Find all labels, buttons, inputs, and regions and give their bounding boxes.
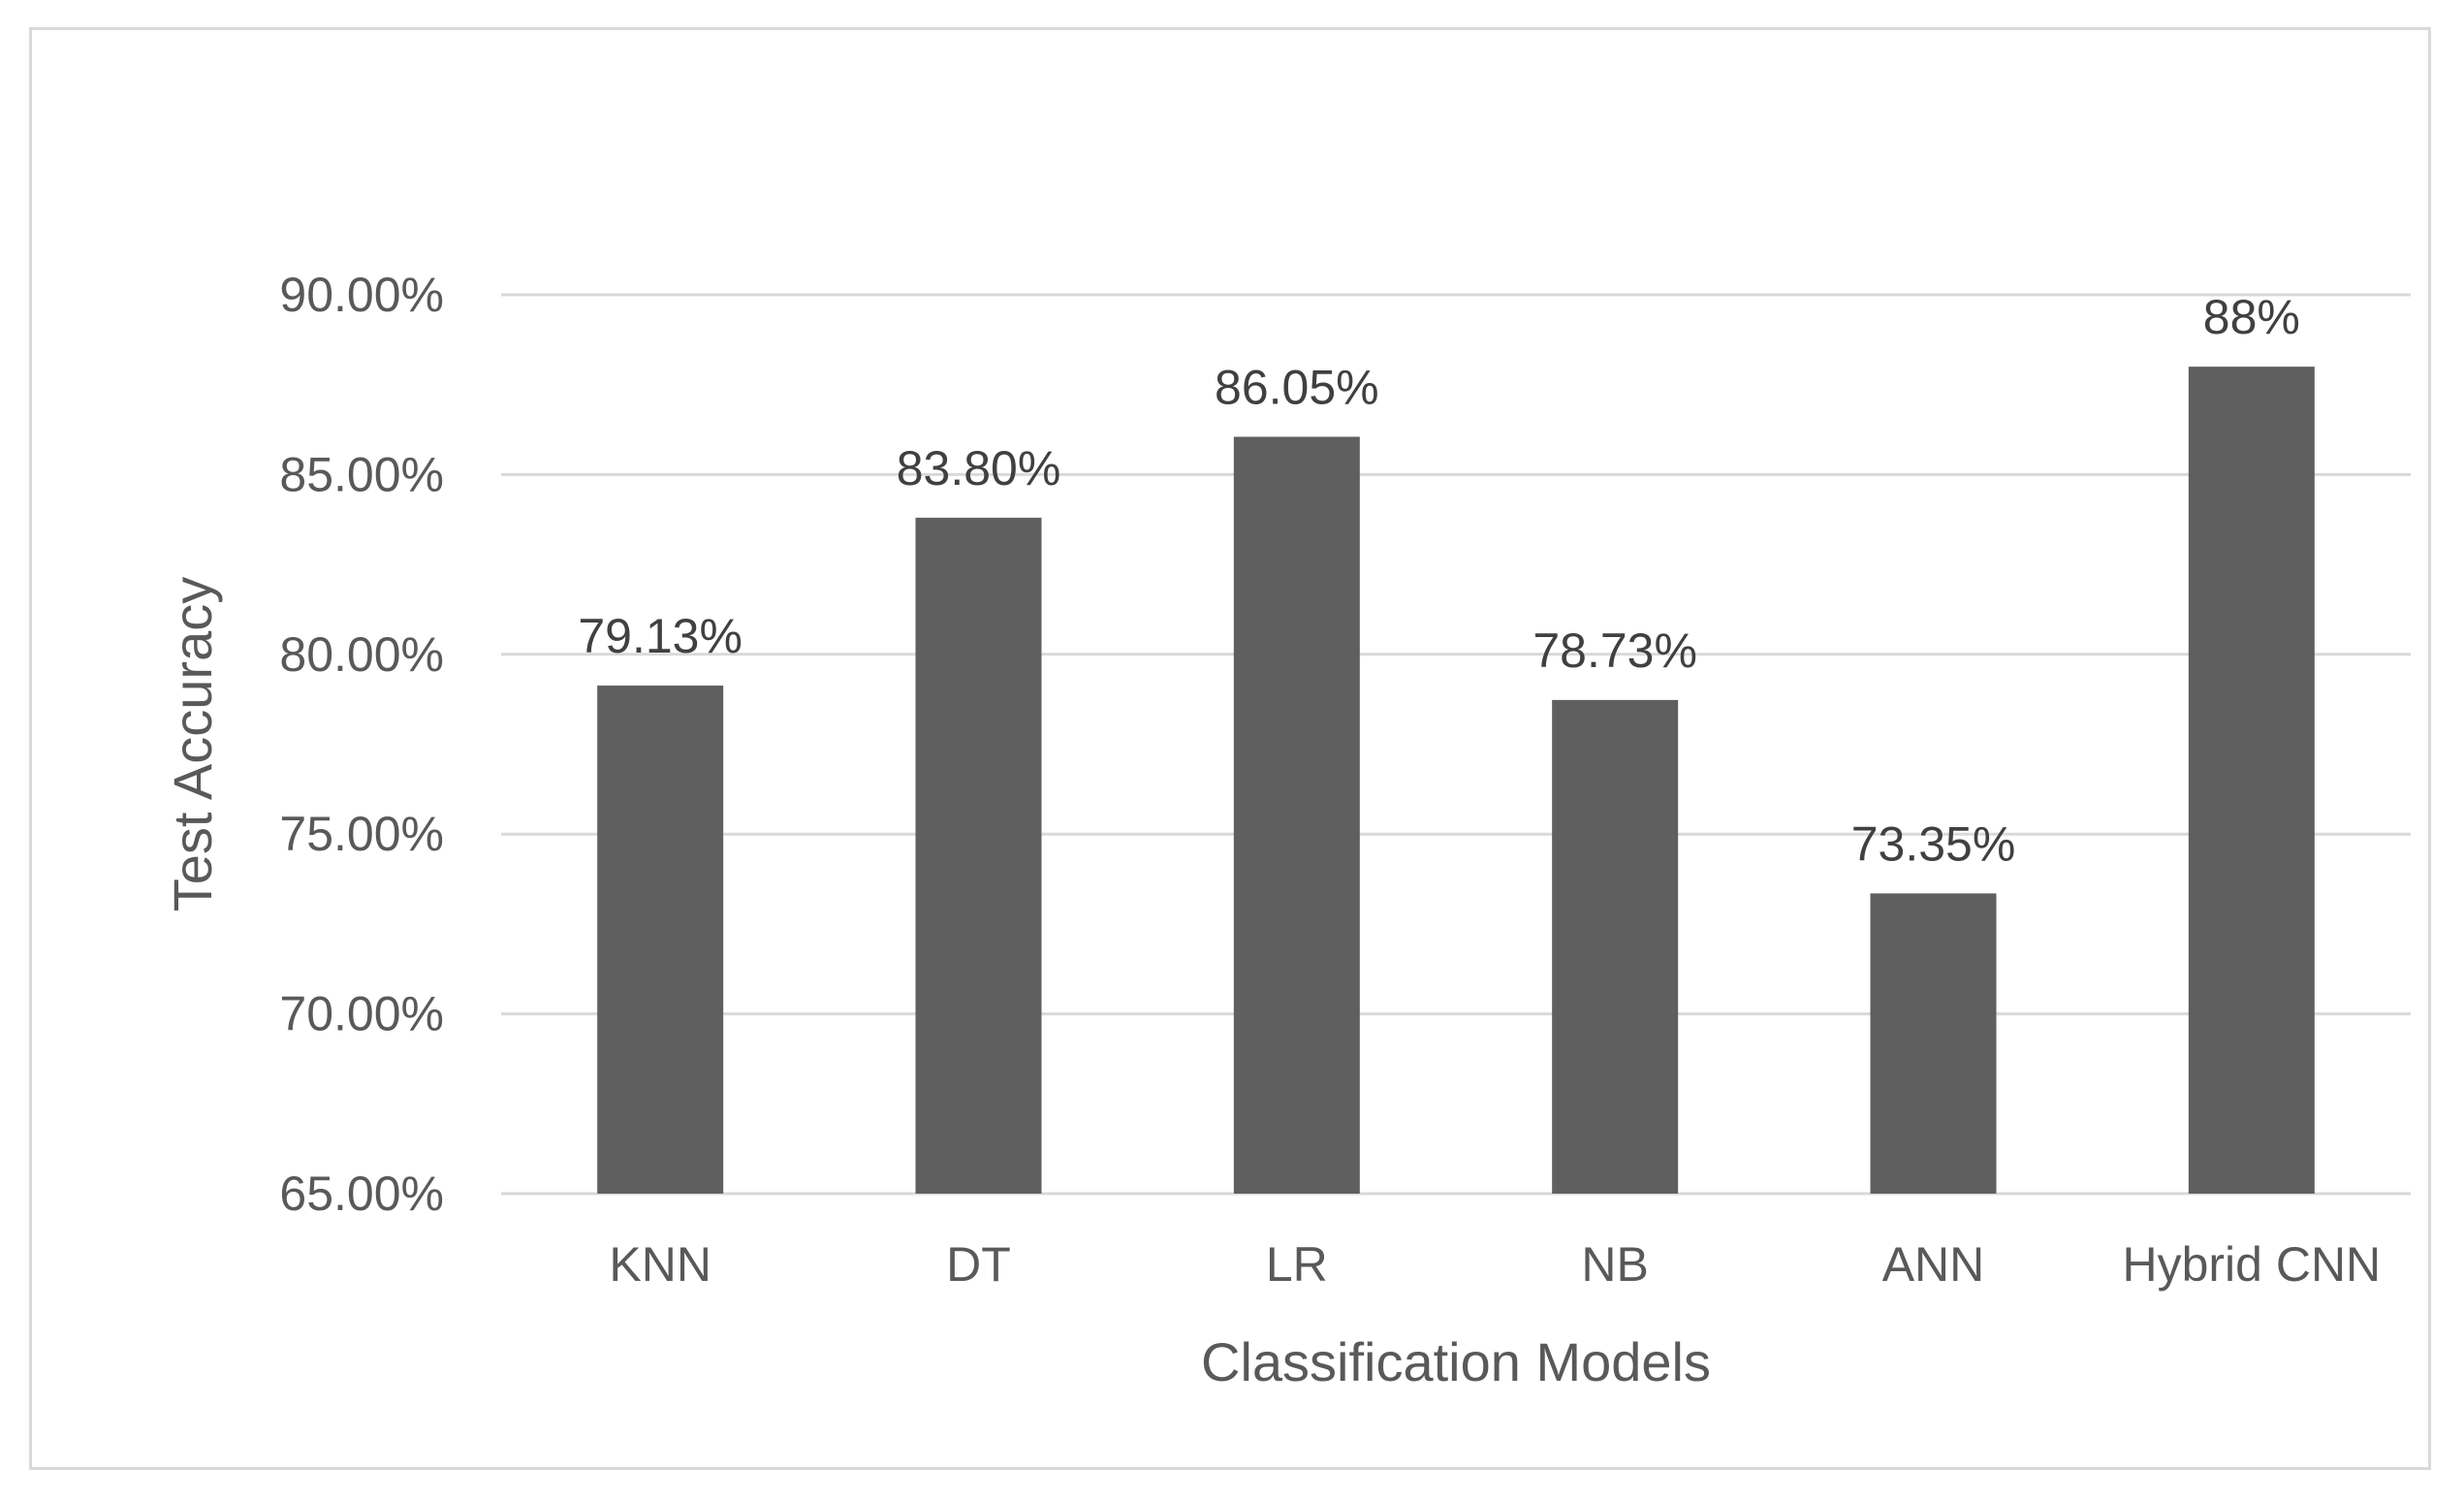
- data-label: 79.13%: [578, 609, 742, 663]
- data-labels: 79.13% 83.80% 86.05% 78.73% 73.35% 88%: [578, 290, 2300, 871]
- x-axis-category-labels: KNN DT LR NB ANN Hybrid CNN: [609, 1237, 2381, 1292]
- bar-chart: 65.00% 70.00% 75.00% 80.00% 85.00% 90.00% 79.…: [162, 268, 2411, 1392]
- x-category-label: Hybrid CNN: [2122, 1237, 2381, 1292]
- y-axis-tick-labels: 65.00% 70.00% 75.00% 80.00% 85.00% 90.00%: [279, 268, 444, 1221]
- data-label: 86.05%: [1215, 360, 1379, 414]
- y-tick-label: 70.00%: [279, 987, 444, 1041]
- chart-frame: 65.00% 70.00% 75.00% 80.00% 85.00% 90.00% 79.…: [29, 27, 2431, 1470]
- gridlines: [501, 293, 2411, 1196]
- bar: [2188, 367, 2315, 1194]
- x-category-label: KNN: [609, 1237, 711, 1292]
- data-label: 78.73%: [1532, 623, 1697, 678]
- bar: [915, 517, 1042, 1194]
- bar: [1870, 893, 1997, 1194]
- bar: [1552, 699, 1679, 1194]
- y-tick-label: 85.00%: [279, 447, 444, 501]
- data-label: 83.80%: [897, 441, 1061, 495]
- y-tick-label: 65.00%: [279, 1166, 444, 1221]
- x-category-label: DT: [946, 1237, 1011, 1292]
- x-category-label: LR: [1266, 1237, 1328, 1292]
- y-tick-label: 90.00%: [279, 268, 444, 322]
- x-category-label: ANN: [1882, 1237, 1985, 1292]
- bar: [597, 686, 724, 1194]
- y-axis-title: Test Accuracy: [162, 577, 223, 911]
- x-category-label: NB: [1581, 1237, 1648, 1292]
- y-tick-label: 80.00%: [279, 627, 444, 682]
- bar: [1233, 436, 1360, 1194]
- bars: [597, 367, 2315, 1194]
- y-tick-label: 75.00%: [279, 807, 444, 861]
- data-label: 73.35%: [1851, 816, 2016, 871]
- x-axis-title: Classification Models: [1201, 1331, 1711, 1392]
- data-label: 88%: [2203, 290, 2300, 344]
